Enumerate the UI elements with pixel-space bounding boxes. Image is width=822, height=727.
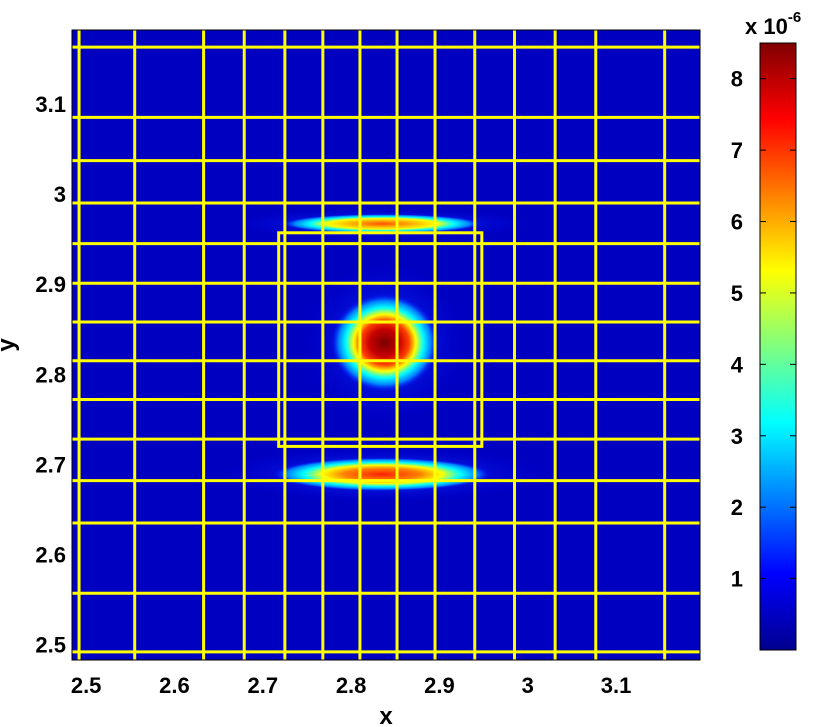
- heat-feature-3: [282, 213, 482, 234]
- plot-frame: [71, 29, 701, 661]
- x-tick-label: 2.7: [247, 673, 278, 698]
- colorbar-tick-label: 1: [731, 567, 743, 592]
- y-tick-label: 2.9: [35, 272, 66, 297]
- y-tick-labels: 2.5 2.6 2.7 2.8 2.9 3 3.1: [35, 92, 66, 658]
- y-tick-label: 3: [54, 182, 66, 207]
- x-tick-label: 3: [522, 673, 534, 698]
- colorbar-tick-label: 6: [731, 210, 743, 235]
- colorbar-tick-label: 4: [731, 352, 744, 377]
- y-tick-label: 3.1: [35, 92, 66, 117]
- y-tick-label: 2.7: [35, 452, 66, 477]
- y-tick-label: 2.8: [35, 362, 66, 387]
- x-tick-label: 2.9: [424, 673, 455, 698]
- colorbar-multiplier-base: x 10: [745, 14, 788, 39]
- mesh-grid: [72, 30, 700, 660]
- inner-box-outline: [277, 231, 484, 448]
- y-tick-label: 2.5: [35, 633, 66, 658]
- x-tick-label: 2.8: [336, 673, 367, 698]
- y-axis-label: y: [0, 338, 20, 352]
- x-tick-label: 3.1: [601, 673, 632, 698]
- colorbar-multiplier: x 10-6: [745, 9, 801, 39]
- x-axis-label: x: [379, 703, 393, 727]
- colorbar: [759, 42, 797, 651]
- colorbar-tick-labels: 1 2 3 4 5 6 7 8: [731, 67, 796, 592]
- colorbar-tick-label: 7: [731, 138, 743, 163]
- colorbar-tick-label: 3: [731, 424, 743, 449]
- heat-feature-2: [273, 457, 491, 492]
- x-tick-label: 2.6: [159, 673, 190, 698]
- colorbar-multiplier-exponent: -6: [788, 9, 801, 26]
- heat-feature-1: [330, 293, 439, 392]
- x-tick-label: 2.5: [71, 673, 102, 698]
- colorbar-tick-label: 8: [731, 67, 743, 92]
- colorbar-tick-label: 5: [731, 281, 743, 306]
- colorbar-tick-label: 2: [731, 495, 743, 520]
- x-tick-labels: 2.5 2.6 2.7 2.8 2.9 3 3.1: [71, 673, 632, 698]
- y-tick-label: 2.6: [35, 543, 66, 568]
